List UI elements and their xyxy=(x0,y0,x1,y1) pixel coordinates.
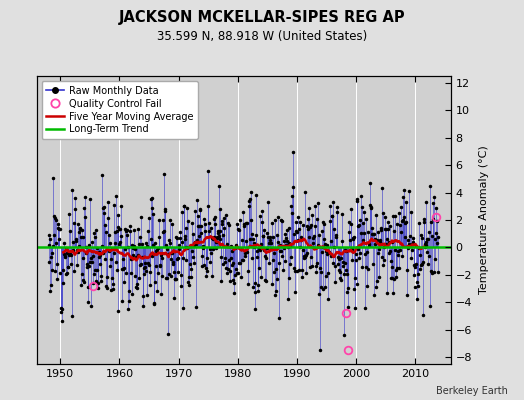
Text: 35.599 N, 88.918 W (United States): 35.599 N, 88.918 W (United States) xyxy=(157,30,367,43)
Legend: Raw Monthly Data, Quality Control Fail, Five Year Moving Average, Long-Term Tren: Raw Monthly Data, Quality Control Fail, … xyxy=(41,81,198,139)
Text: Berkeley Earth: Berkeley Earth xyxy=(436,386,508,396)
Text: JACKSON MCKELLAR-SIPES REG AP: JACKSON MCKELLAR-SIPES REG AP xyxy=(119,10,405,25)
Y-axis label: Temperature Anomaly (°C): Temperature Anomaly (°C) xyxy=(479,146,489,294)
